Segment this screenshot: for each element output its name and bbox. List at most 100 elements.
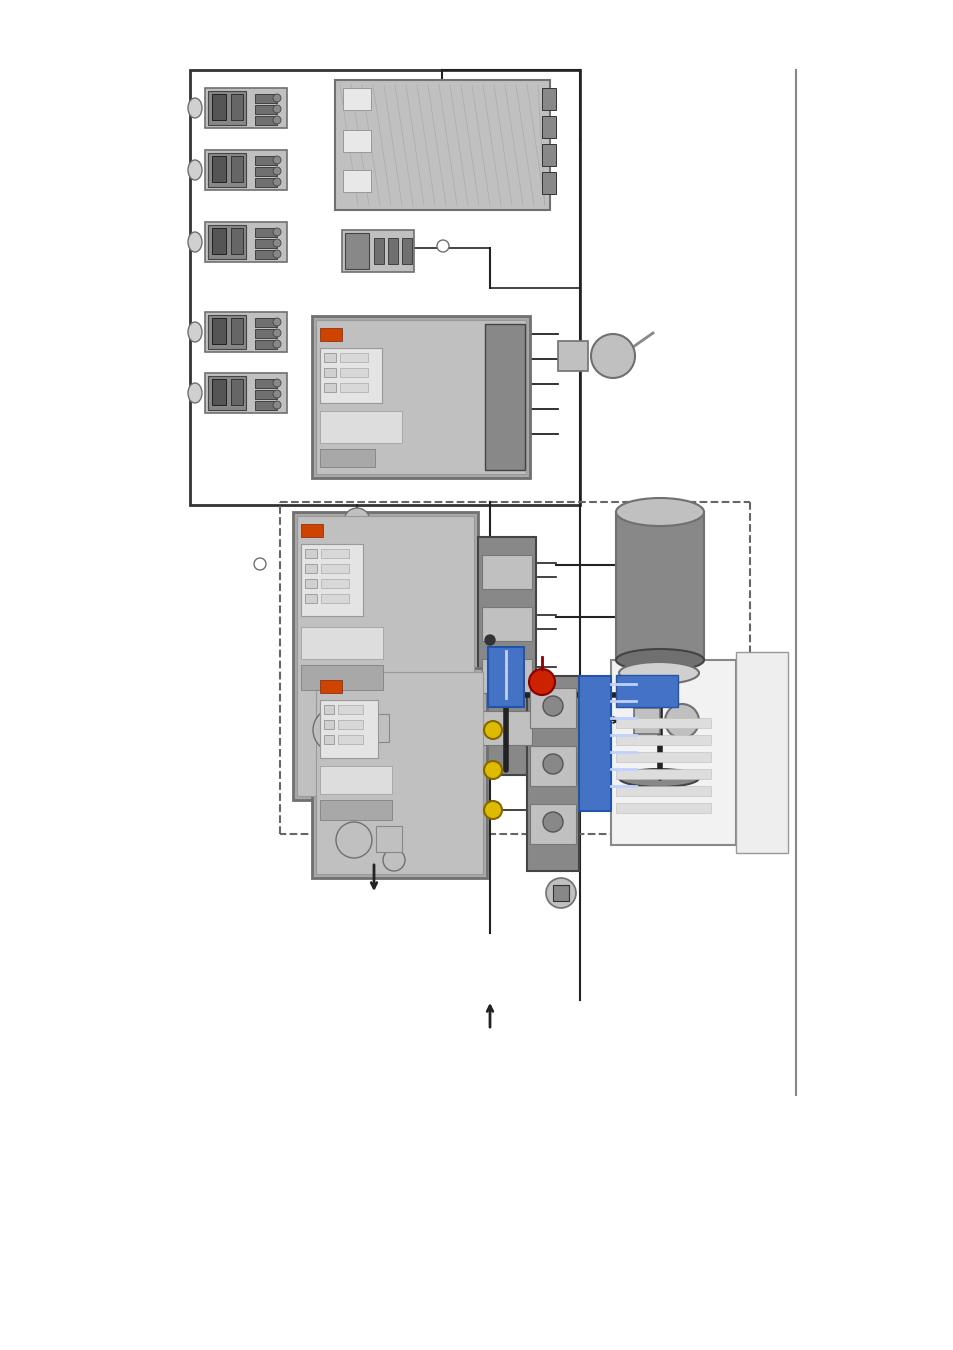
Bar <box>339 352 368 362</box>
Bar <box>319 701 377 757</box>
Bar <box>481 711 532 745</box>
Bar <box>254 329 276 338</box>
Bar <box>616 786 710 796</box>
Bar <box>634 707 659 734</box>
Bar <box>488 647 523 707</box>
Bar <box>541 171 556 194</box>
Bar <box>319 348 381 404</box>
Bar <box>205 221 287 262</box>
Bar <box>319 328 341 342</box>
Circle shape <box>273 178 281 186</box>
Bar <box>401 238 412 265</box>
Circle shape <box>313 707 356 752</box>
Bar <box>339 383 368 392</box>
Bar <box>301 666 382 690</box>
Bar <box>320 594 349 603</box>
Circle shape <box>542 755 562 774</box>
Bar <box>208 153 246 188</box>
Bar <box>254 390 276 400</box>
Bar <box>335 80 550 211</box>
Bar <box>541 144 556 166</box>
Ellipse shape <box>616 498 703 526</box>
Bar <box>312 316 530 478</box>
Bar <box>610 660 735 845</box>
Circle shape <box>484 634 495 645</box>
Bar <box>616 752 710 761</box>
Circle shape <box>273 401 281 409</box>
Bar <box>374 238 384 265</box>
Circle shape <box>273 228 281 236</box>
Bar <box>254 116 276 126</box>
Circle shape <box>273 167 281 176</box>
Bar <box>231 379 243 405</box>
Ellipse shape <box>618 769 699 787</box>
Bar <box>526 676 578 871</box>
Bar <box>341 230 414 271</box>
Bar <box>254 379 276 387</box>
Circle shape <box>273 329 281 338</box>
Bar <box>231 95 243 120</box>
Bar <box>319 801 392 819</box>
Circle shape <box>545 878 576 909</box>
Circle shape <box>590 333 635 378</box>
Bar <box>319 450 375 467</box>
Bar <box>208 90 246 126</box>
Circle shape <box>483 761 501 779</box>
Bar <box>530 747 576 786</box>
Bar <box>254 95 276 103</box>
Bar <box>305 579 316 589</box>
Bar <box>231 157 243 182</box>
Circle shape <box>529 670 555 695</box>
Bar <box>254 228 276 238</box>
Bar <box>541 116 556 138</box>
Bar <box>324 734 334 744</box>
Circle shape <box>273 340 281 348</box>
Bar <box>205 373 287 413</box>
Ellipse shape <box>618 662 699 684</box>
Bar <box>481 555 532 589</box>
Bar <box>212 228 226 254</box>
Bar <box>324 352 335 362</box>
Circle shape <box>382 849 405 871</box>
Bar <box>254 401 276 410</box>
Circle shape <box>369 834 395 860</box>
Bar <box>212 157 226 182</box>
Bar <box>530 805 576 844</box>
Bar <box>305 594 316 603</box>
Bar <box>254 239 276 248</box>
Bar <box>337 705 363 714</box>
Bar <box>481 659 532 693</box>
Circle shape <box>273 116 281 124</box>
Bar <box>301 544 363 616</box>
Circle shape <box>273 379 281 387</box>
Bar <box>205 88 287 128</box>
Bar <box>315 672 482 873</box>
Ellipse shape <box>616 649 703 671</box>
Bar <box>339 369 368 377</box>
Bar <box>484 324 524 470</box>
Bar <box>343 170 371 192</box>
Bar <box>231 228 243 254</box>
Bar <box>320 549 349 558</box>
Bar <box>254 319 276 327</box>
Ellipse shape <box>188 232 202 252</box>
Bar <box>324 369 335 377</box>
Bar <box>320 564 349 572</box>
Bar <box>375 826 401 852</box>
Ellipse shape <box>188 383 202 404</box>
Bar <box>616 718 710 728</box>
Bar <box>205 312 287 352</box>
Bar <box>208 315 246 350</box>
Bar <box>254 157 276 165</box>
Bar <box>530 688 576 728</box>
Bar <box>319 765 392 794</box>
Bar <box>343 88 371 109</box>
Bar <box>254 167 276 176</box>
Bar <box>254 340 276 350</box>
Bar <box>618 674 699 778</box>
Ellipse shape <box>188 161 202 180</box>
Bar <box>205 150 287 190</box>
Bar <box>208 225 246 259</box>
Bar <box>212 95 226 120</box>
Circle shape <box>483 721 501 738</box>
